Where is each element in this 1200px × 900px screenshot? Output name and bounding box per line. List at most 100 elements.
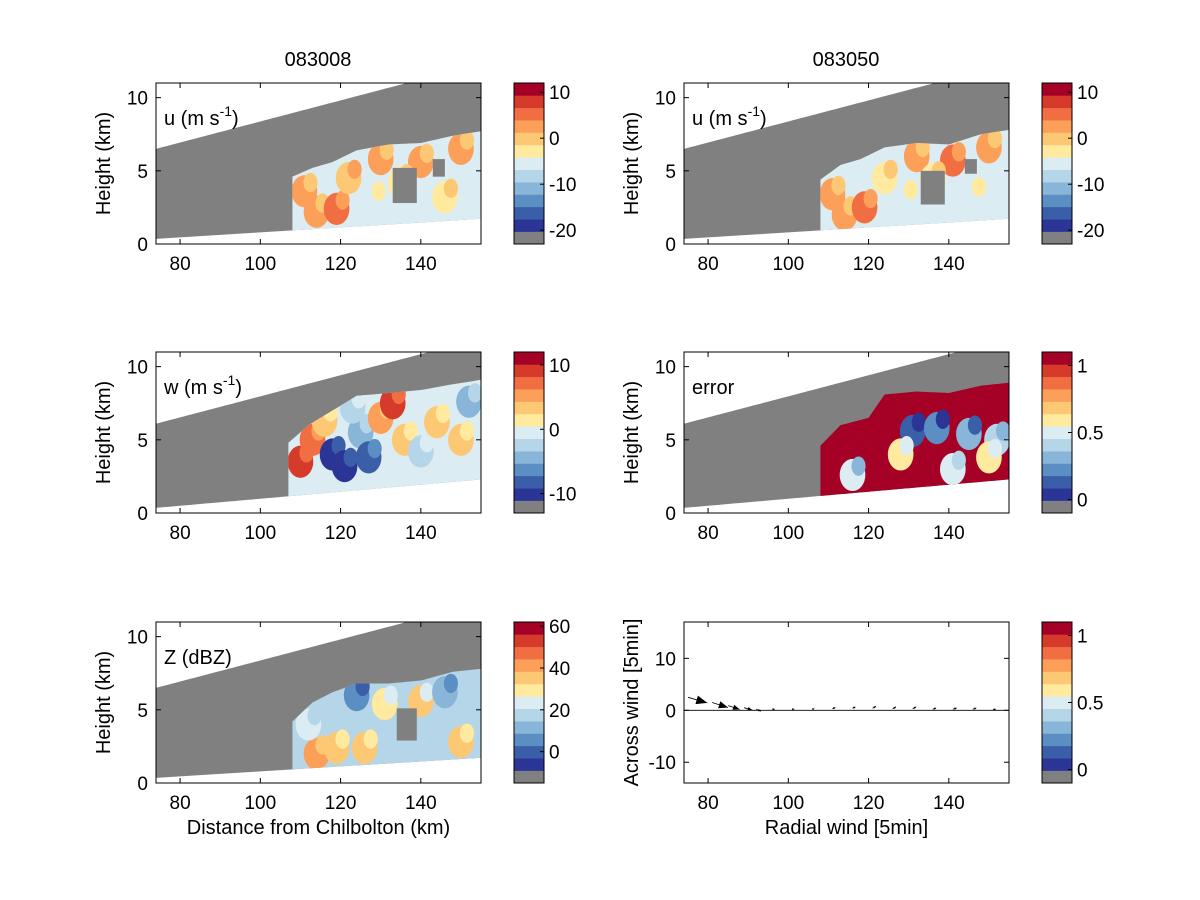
colorbar-swatch: [514, 463, 544, 477]
y-axis-label: Across wind [5min]: [621, 619, 643, 787]
colorbar-swatch: [1042, 451, 1072, 464]
x-tick-label: 80: [698, 523, 719, 544]
field-cell-edge-0: [911, 412, 926, 432]
field-cell-edge-7: [971, 177, 986, 197]
wind-arrow-0: [687, 695, 708, 705]
plot-frame: [155, 621, 482, 784]
field-cell-edge-7: [443, 673, 458, 694]
x-tick-label: 140: [933, 793, 965, 814]
colorbar-swatch: [514, 157, 544, 170]
colorbar-tick-label: 10: [549, 83, 570, 104]
wind-arrow-12: [912, 706, 917, 710]
y-axis-label: Height (km): [93, 651, 115, 754]
wind-arrow-6: [792, 708, 795, 711]
x-tick-label: 140: [405, 523, 437, 544]
field-cell-edge-2: [303, 172, 318, 193]
x-tick-label: 140: [933, 523, 965, 544]
y-tick-label: 10: [127, 358, 148, 379]
x-tick-label: 100: [244, 793, 276, 814]
colorbar-swatch: [514, 659, 544, 672]
colorbar-swatch: [514, 622, 544, 635]
colorbar-swatch: [514, 83, 544, 96]
field-cell-edge-8: [371, 181, 386, 201]
panel-variable-label: error: [692, 377, 735, 399]
field-cell-edge-3: [883, 159, 898, 180]
colorbar-frame: [1041, 82, 1073, 245]
field-cell-edge-7: [443, 178, 458, 199]
colorbar-tick-label: -20: [1077, 221, 1104, 242]
field-cell-edge-4: [379, 140, 394, 160]
colorbar-tick-label: -10: [549, 485, 576, 506]
y-tick-label: 5: [665, 162, 676, 183]
colorbar-tick-label: 40: [549, 659, 570, 680]
colorbar-swatch: [514, 144, 544, 158]
colorbar-swatch: [1042, 488, 1072, 501]
colorbar-tick-label: 0: [549, 420, 560, 441]
colorbar-swatch: [514, 721, 544, 734]
x-tick-label: 100: [244, 523, 276, 544]
wind-arrow-2: [728, 704, 740, 710]
colorbar-swatch: [514, 219, 544, 232]
colorbar-swatch: [1042, 120, 1072, 133]
x-tick-label: 80: [170, 523, 191, 544]
colorbar-swatch: [1042, 463, 1072, 477]
plot-background: [684, 622, 1009, 783]
colorbar: 10.50: [1041, 351, 1103, 514]
colorbar-swatch: [1042, 659, 1072, 672]
colorbar-swatch: [1042, 219, 1072, 232]
colorbar-swatch: [514, 231, 544, 245]
x-tick-label: 100: [772, 254, 804, 275]
colorbar-swatch: [1042, 745, 1072, 759]
colorbar: 10 0 -10 -20: [513, 82, 576, 245]
x-tick-label: 120: [325, 793, 357, 814]
y-tick-label: 10: [127, 628, 148, 649]
colorbar-swatch: [1042, 194, 1072, 208]
colorbar-swatch: [1042, 708, 1072, 722]
colorbar-swatch: [1042, 83, 1072, 96]
field-cell-edge-10: [435, 403, 450, 424]
field-cell-edge-4: [383, 685, 398, 705]
field-cell-edge-2: [831, 175, 846, 196]
colorbar-swatch: [514, 95, 544, 109]
colorbar-swatch: [514, 438, 544, 452]
field-cell-edge-1: [935, 409, 950, 429]
colorbar-tick-label: 0: [549, 129, 560, 150]
wind-arrow-14: [952, 707, 957, 710]
colorbar-swatch: [514, 413, 544, 427]
colorbar-swatch: [1042, 413, 1072, 427]
colorbar-swatch: [1042, 646, 1072, 660]
y-tick-label: 10: [655, 358, 676, 379]
colorbar-swatch: [1042, 622, 1072, 635]
x-tick-label: 140: [405, 793, 437, 814]
colorbar-tick-label: -10: [549, 175, 576, 196]
field-cell-edge-5: [419, 682, 434, 702]
x-tick-label: 80: [170, 254, 191, 275]
wind-arrow-15: [972, 707, 977, 710]
x-tick-label: 140: [933, 254, 965, 275]
colorbar-swatch: [514, 426, 544, 439]
colorbar-swatch: [1042, 132, 1072, 146]
y-tick-label: 5: [137, 701, 148, 722]
colorbar: 10 0 -10: [513, 351, 576, 514]
field-cell-edge-5: [367, 438, 382, 459]
wind-arrow-3: [744, 707, 753, 711]
wind-arrow-4: [756, 708, 762, 712]
colorbar-swatch: [1042, 696, 1072, 709]
y-axis-label: Height (km): [621, 112, 643, 215]
colorbar-swatch: [1042, 721, 1072, 734]
x-tick-label: 80: [698, 254, 719, 275]
colorbar-swatch: [1042, 671, 1072, 685]
field-cell-edge-2: [967, 415, 982, 435]
field-cell-edge-12: [467, 383, 481, 403]
plot-area: [156, 352, 481, 513]
y-tick-label: 0: [137, 774, 148, 795]
colorbar-swatch: [514, 364, 544, 378]
field-cell-edge-1: [863, 188, 878, 209]
colorbar-frame: [513, 621, 545, 784]
field-cell-edge-2: [307, 706, 322, 726]
